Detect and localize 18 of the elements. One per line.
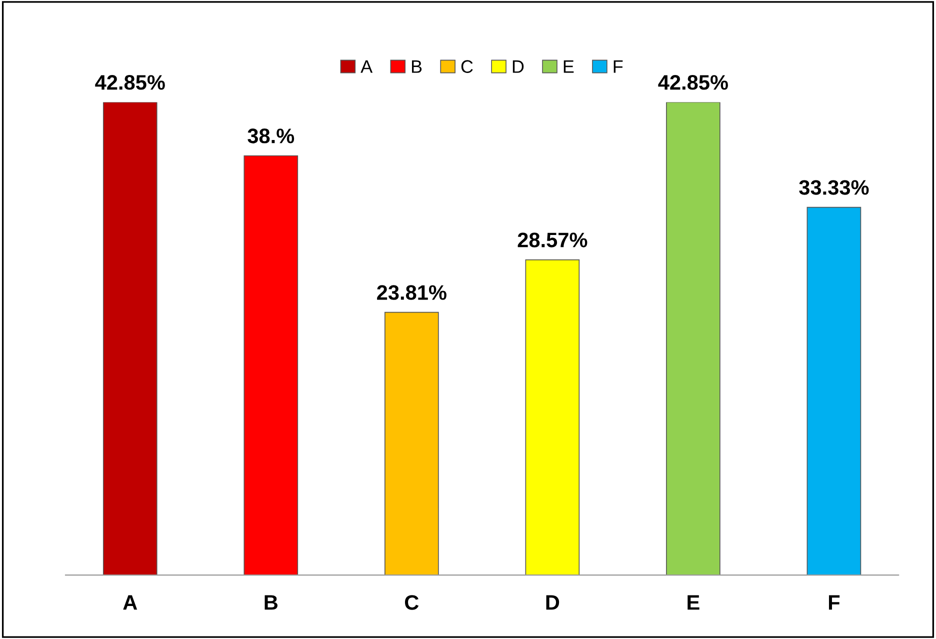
legend-label: B <box>412 60 422 73</box>
x-tick-label: F <box>828 595 840 610</box>
x-tick-label: C <box>404 595 419 610</box>
legend-label: A <box>360 60 373 73</box>
x-tick-label: A <box>123 595 138 610</box>
legend-label: E <box>564 60 574 73</box>
x-tick-label: E <box>688 595 700 610</box>
legend-label: C <box>461 60 473 73</box>
data-label: 33.33% <box>799 180 869 195</box>
legend-label: D <box>512 60 524 73</box>
data-label: 42.85% <box>95 75 165 90</box>
data-label: 23.81% <box>377 285 446 300</box>
data-label: 28.57% <box>518 232 588 248</box>
x-tick-label: D <box>546 595 560 610</box>
data-label: 38.% <box>248 128 294 144</box>
data-label: 42.85% <box>658 75 728 90</box>
legend-label: F <box>614 60 623 73</box>
x-tick-label: B <box>264 595 278 610</box>
